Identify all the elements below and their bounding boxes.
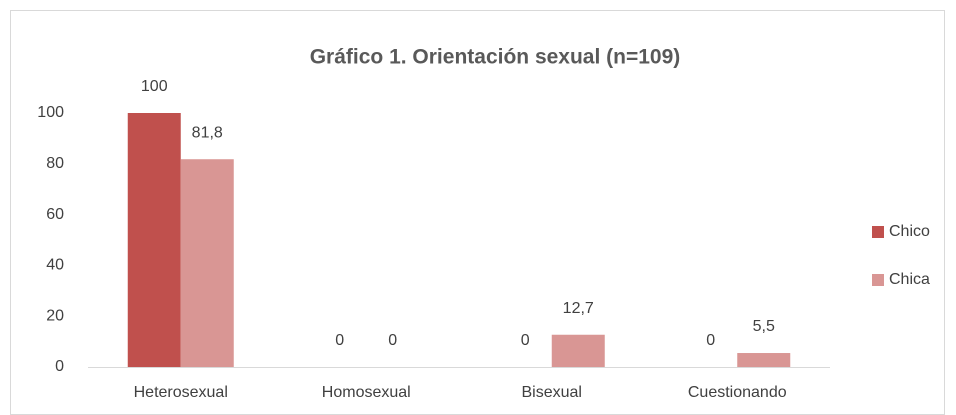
legend-swatch: [872, 274, 884, 286]
data-label: 81,8: [192, 124, 223, 141]
data-label: 5,5: [753, 318, 775, 335]
data-label: 0: [521, 332, 530, 349]
data-label: 100: [141, 78, 168, 95]
y-tick-label: 80: [46, 155, 64, 172]
data-label: 12,7: [563, 300, 594, 317]
y-tick-label: 100: [37, 104, 64, 121]
x-tick-label: Heterosexual: [134, 384, 228, 401]
data-label: 0: [335, 332, 344, 349]
y-tick-label: 40: [46, 257, 64, 274]
bar: [737, 353, 791, 367]
y-tick-label: 60: [46, 206, 64, 223]
bar: [180, 159, 234, 367]
chart-title: Gráfico 1. Orientación sexual (n=109): [310, 46, 681, 69]
y-tick-label: 0: [55, 358, 64, 375]
legend-label: Chica: [889, 271, 930, 288]
x-tick-label: Cuestionando: [688, 384, 787, 401]
data-label: 0: [706, 332, 715, 349]
legend-label: Chico: [889, 223, 930, 240]
x-tick-label: Bisexual: [522, 384, 582, 401]
bar: [551, 334, 605, 367]
legend-swatch: [872, 226, 884, 238]
data-label: 0: [388, 332, 397, 349]
bar: [127, 113, 181, 367]
y-tick-label: 20: [46, 307, 64, 324]
x-tick-label: Homosexual: [322, 384, 411, 401]
